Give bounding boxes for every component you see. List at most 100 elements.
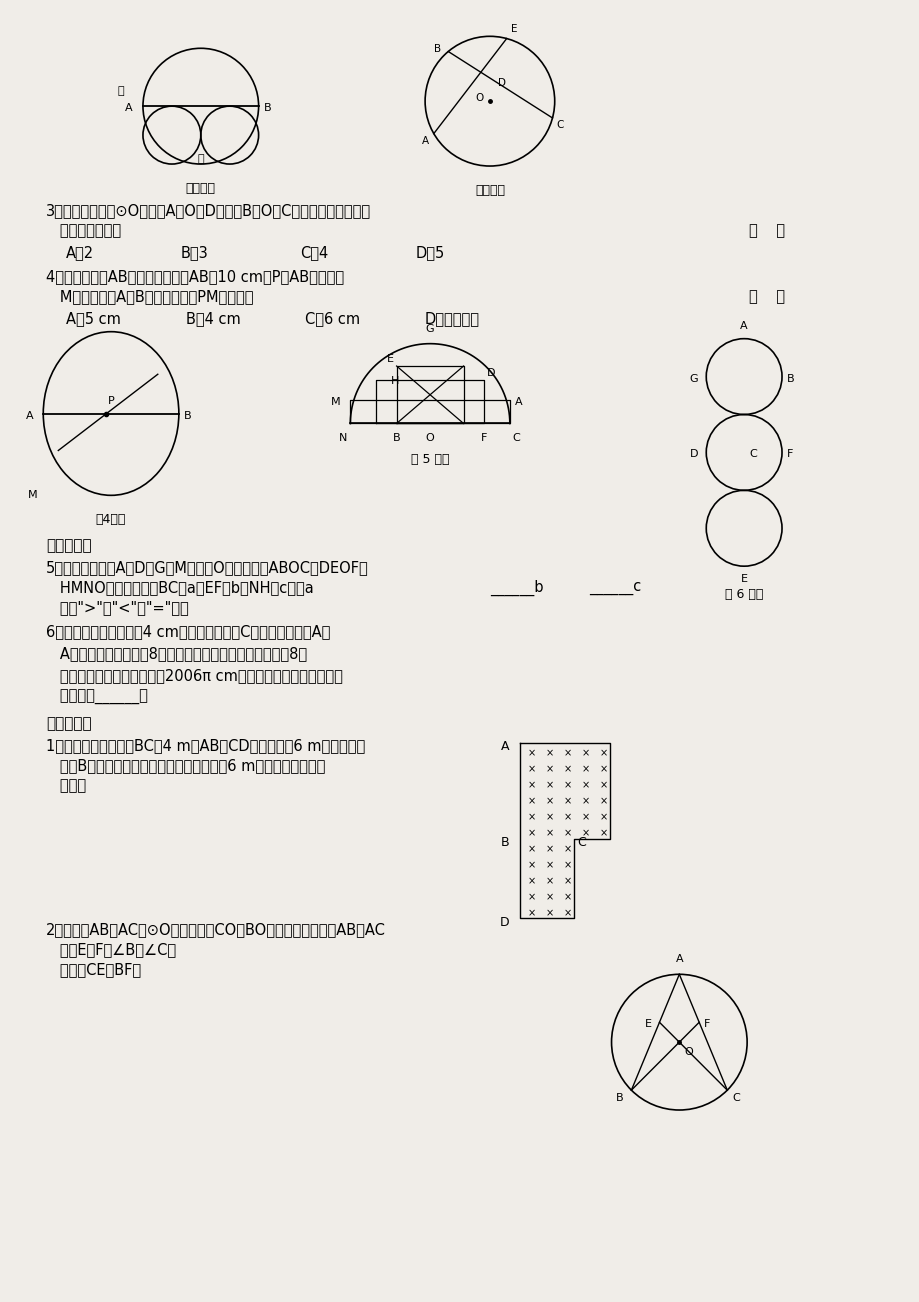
- Text: ×: ×: [581, 812, 589, 823]
- Text: A: A: [501, 741, 509, 754]
- Text: C: C: [577, 836, 585, 849]
- Text: C．4: C．4: [301, 245, 328, 260]
- Text: 5．如图所示，点A、D、G、M在半圆O上，四边形ABOC、DEOF、: 5．如图所示，点A、D、G、M在半圆O上，四边形ABOC、DEOF、: [46, 560, 369, 575]
- Text: ×: ×: [563, 781, 571, 790]
- Text: ×: ×: [528, 828, 535, 838]
- Text: ×: ×: [528, 892, 535, 902]
- Text: ×: ×: [563, 861, 571, 871]
- Text: ×: ×: [563, 845, 571, 854]
- Text: D．无法确定: D．无法确定: [425, 311, 480, 326]
- Text: 求证：CE＝BF．: 求证：CE＝BF．: [46, 962, 142, 978]
- Text: ×: ×: [581, 749, 589, 759]
- Text: G: G: [689, 374, 698, 384]
- Text: ×: ×: [528, 909, 535, 918]
- Text: C．6 cm: C．6 cm: [305, 311, 360, 326]
- Text: ×: ×: [563, 764, 571, 775]
- Text: ×: ×: [545, 861, 553, 871]
- Text: 乙: 乙: [198, 154, 204, 164]
- Text: B: B: [264, 103, 271, 113]
- Text: N: N: [338, 434, 347, 444]
- Text: 区域．: 区域．: [46, 777, 86, 793]
- Text: A: A: [125, 103, 133, 113]
- Text: ×: ×: [528, 797, 535, 807]
- Text: B: B: [434, 44, 441, 55]
- Text: 一个点为______．: 一个点为______．: [46, 690, 148, 704]
- Text: ×: ×: [545, 876, 553, 887]
- Text: ×: ×: [528, 764, 535, 775]
- Text: ______b: ______b: [490, 581, 543, 596]
- Text: C: C: [512, 434, 520, 444]
- Text: F: F: [786, 449, 792, 460]
- Text: 甲: 甲: [118, 86, 124, 96]
- Text: 于点E、F，∠B＝∠C．: 于点E、F，∠B＝∠C．: [46, 943, 176, 957]
- Text: ×: ×: [563, 797, 571, 807]
- Text: D: D: [500, 915, 509, 928]
- Text: B．4 cm: B．4 cm: [186, 311, 241, 326]
- Text: B: B: [786, 374, 794, 384]
- Text: ×: ×: [599, 812, 607, 823]
- Text: B: B: [501, 836, 509, 849]
- Text: 6．如图，两个半径都是4 cm的圆相交于一点C，一只蚂蚁由点A开: 6．如图，两个半径都是4 cm的圆相交于一点C，一只蚂蚁由点A开: [46, 624, 330, 639]
- Text: ×: ×: [563, 909, 571, 918]
- Text: 路径上不断爬行，直到行走2006π cm后才停下来，则蚂蚁停的那: 路径上不断爬行，直到行走2006π cm后才停下来，则蚂蚁停的那: [46, 668, 343, 684]
- Text: ×: ×: [581, 797, 589, 807]
- Text: A．5 cm: A．5 cm: [66, 311, 121, 326]
- Text: （    ）: （ ）: [748, 223, 784, 238]
- Text: ×: ×: [528, 861, 535, 871]
- Text: D: D: [689, 449, 698, 460]
- Text: ×: ×: [545, 781, 553, 790]
- Text: P: P: [108, 396, 115, 405]
- Text: A．2: A．2: [66, 245, 95, 260]
- Text: O: O: [475, 94, 483, 103]
- Text: B．3: B．3: [181, 245, 209, 260]
- Text: A: A: [421, 135, 428, 146]
- Text: ×: ×: [563, 892, 571, 902]
- Text: F: F: [703, 1019, 709, 1030]
- Text: A: A: [740, 320, 747, 331]
- Text: ×: ×: [545, 812, 553, 823]
- Text: B: B: [392, 434, 400, 444]
- Text: A的顺序沿着圆周上的8段长度相等的路径绕行，蚂蚁在这8段: A的顺序沿着圆周上的8段长度相等的路径绕行，蚂蚁在这8段: [46, 646, 307, 661]
- Text: （    ）: （ ）: [748, 289, 784, 303]
- Text: M是圆上异于A、B的一动点，则PM的长度是: M是圆上异于A、B的一动点，则PM的长度是: [46, 289, 254, 303]
- Text: ×: ×: [563, 828, 571, 838]
- Text: A: A: [675, 954, 683, 965]
- Text: ×: ×: [528, 781, 535, 790]
- Text: 2．如图，AB、AC为⊙O的弦，连接CO、BO并延长，分别交弦AB、AC: 2．如图，AB、AC为⊙O的弦，连接CO、BO并延长，分别交弦AB、AC: [46, 922, 386, 937]
- Text: 拴在B点的羊在草地上活动，拴羊的绳子长6 m，请画出羊的活动: 拴在B点的羊在草地上活动，拴羊的绳子长6 m，请画出羊的活动: [46, 758, 325, 773]
- Text: E: E: [644, 1019, 651, 1030]
- Text: 4．如图，已知AB是圆的最长弦，AB＝10 cm，P是AB的中点，: 4．如图，已知AB是圆的最长弦，AB＝10 cm，P是AB的中点，: [46, 268, 344, 284]
- Text: M: M: [28, 491, 38, 500]
- Text: O: O: [425, 434, 434, 444]
- Text: ×: ×: [528, 749, 535, 759]
- Text: ×: ×: [528, 812, 535, 823]
- Text: G: G: [425, 324, 434, 333]
- Text: A: A: [26, 410, 33, 421]
- Text: 图中弦的条数为: 图中弦的条数为: [46, 223, 121, 238]
- Text: ×: ×: [545, 749, 553, 759]
- Text: O: O: [684, 1047, 692, 1057]
- Text: HMNO均为矩形．设BC＝a，EF＝b，NH＝c，则a: HMNO均为矩形．设BC＝a，EF＝b，NH＝c，则a: [46, 581, 313, 595]
- Text: ×: ×: [528, 845, 535, 854]
- Text: C: C: [748, 449, 756, 460]
- Text: ×: ×: [563, 876, 571, 887]
- Text: ×: ×: [545, 828, 553, 838]
- Text: B: B: [615, 1094, 623, 1103]
- Text: 第 5 题图: 第 5 题图: [411, 453, 448, 466]
- Text: 第4题图: 第4题图: [96, 513, 126, 526]
- Text: （填">"、"<"或"="）．: （填">"、"<"或"="）．: [46, 600, 188, 615]
- Text: C: C: [556, 120, 563, 130]
- Text: D: D: [487, 367, 495, 378]
- Text: B: B: [184, 410, 191, 421]
- Text: ×: ×: [599, 797, 607, 807]
- Text: ×: ×: [581, 828, 589, 838]
- Text: H: H: [390, 376, 398, 385]
- Text: E: E: [510, 23, 516, 34]
- Text: 三、解答题: 三、解答题: [46, 716, 92, 730]
- Text: ×: ×: [581, 764, 589, 775]
- Text: 第 6 题图: 第 6 题图: [724, 589, 763, 602]
- Text: D．5: D．5: [414, 245, 444, 260]
- Text: ×: ×: [599, 749, 607, 759]
- Text: ×: ×: [599, 781, 607, 790]
- Text: ×: ×: [581, 781, 589, 790]
